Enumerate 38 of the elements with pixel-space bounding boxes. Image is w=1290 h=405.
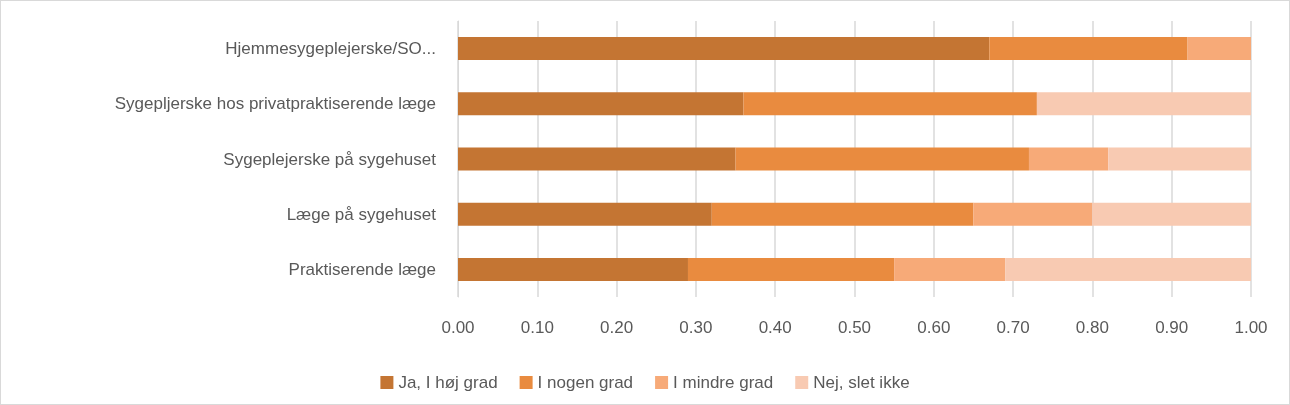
legend-label: Ja, I høj grad xyxy=(398,373,498,392)
bar xyxy=(735,147,1029,171)
legend-label: Nej, slet ikke xyxy=(813,373,910,392)
y-tick-label: Læge på sygehuset xyxy=(286,204,437,224)
bar xyxy=(458,147,736,171)
bar xyxy=(458,202,712,226)
x-tick-label: 0.70 xyxy=(996,318,1030,337)
y-tick-label: Praktiserende læge xyxy=(288,259,436,279)
x-tick-label: 0.00 xyxy=(441,318,475,337)
bar xyxy=(989,37,1188,61)
x-tick-label: 0.50 xyxy=(837,318,872,337)
y-tick-label: Sygeplejerske på sygehuset xyxy=(223,149,437,169)
bar xyxy=(743,92,1037,116)
bar xyxy=(894,257,1006,281)
x-tick-label: 0.80 xyxy=(1075,318,1109,337)
y-tick-label: Hjemmesygeplejerske/SO... xyxy=(225,39,436,59)
x-tick-label: 0.10 xyxy=(520,318,554,337)
x-tick-label: 1.00 xyxy=(1234,318,1268,337)
bar xyxy=(1187,37,1251,61)
x-tick-label: 0.30 xyxy=(679,318,713,337)
bar xyxy=(1092,202,1251,226)
legend-label: I nogen grad xyxy=(537,373,634,392)
bar xyxy=(458,92,744,116)
bar xyxy=(711,202,974,226)
bar xyxy=(1036,92,1251,116)
bar xyxy=(458,37,990,61)
bar xyxy=(458,257,688,281)
bar xyxy=(687,257,895,281)
bar xyxy=(1005,257,1251,281)
y-tick-label: Sygepljerske hos privatpraktiserende læge xyxy=(114,94,436,114)
bar xyxy=(1108,147,1251,171)
bar xyxy=(973,202,1093,226)
legend-label: I mindre grad xyxy=(673,373,774,392)
bar xyxy=(1028,147,1109,171)
x-tick-label: 0.90 xyxy=(1155,318,1189,337)
x-tick-label: 0.60 xyxy=(917,318,951,337)
x-tick-label: 0.40 xyxy=(758,318,792,337)
x-tick-label: 0.20 xyxy=(600,318,634,337)
